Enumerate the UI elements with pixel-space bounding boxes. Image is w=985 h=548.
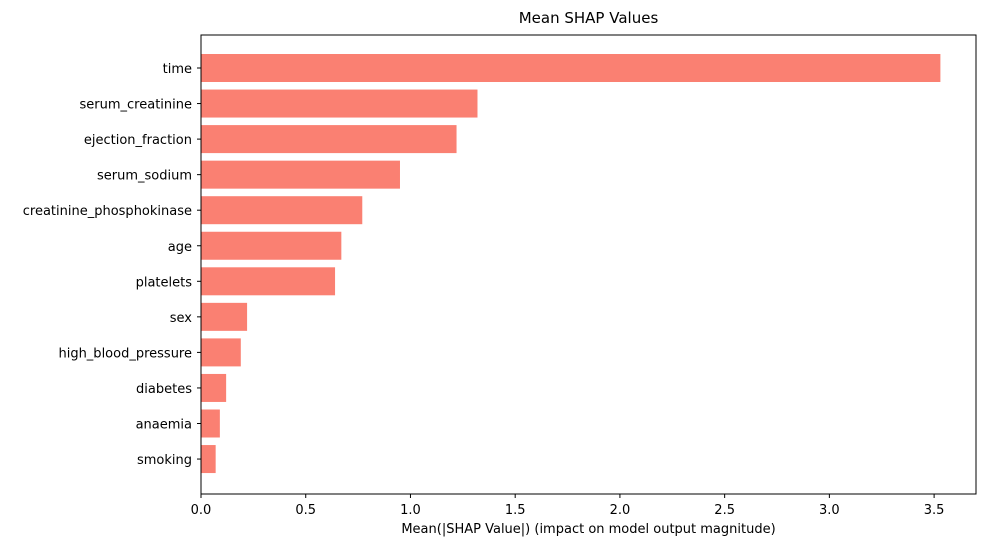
bar-high-blood-pressure bbox=[201, 338, 241, 367]
x-tick-label: 2.0 bbox=[610, 503, 631, 518]
y-tick-label: platelets bbox=[136, 275, 193, 290]
x-tick-label: 0.5 bbox=[295, 503, 316, 518]
y-tick-label: high_blood_pressure bbox=[58, 346, 192, 361]
x-tick-label: 3.0 bbox=[819, 503, 840, 518]
y-tick-label: diabetes bbox=[136, 382, 192, 397]
y-tick-label: creatinine_phosphokinase bbox=[23, 204, 192, 219]
x-tick-label: 1.5 bbox=[505, 503, 526, 518]
bar-anaemia bbox=[201, 409, 220, 438]
x-tick-label: 2.5 bbox=[714, 503, 735, 518]
bar-ejection-fraction bbox=[201, 125, 457, 154]
x-tick-label: 1.0 bbox=[400, 503, 421, 518]
y-tick-label: age bbox=[168, 240, 192, 255]
x-axis-ticks: 0.0 0.5 1.0 1.5 2.0 2.5 3.0 3.5 bbox=[191, 494, 945, 518]
plot-frame bbox=[200, 34, 977, 495]
y-tick-label: anaemia bbox=[136, 418, 192, 433]
y-tick-label: smoking bbox=[137, 453, 192, 468]
y-tick-label: sex bbox=[170, 311, 193, 326]
y-tick-label: serum_creatinine bbox=[80, 98, 193, 113]
bar-serum-sodium bbox=[201, 160, 400, 189]
y-tick-label: time bbox=[163, 62, 192, 77]
bar-diabetes bbox=[201, 373, 227, 402]
y-axis-ticks: time serum_creatinine ejection_fractionser… bbox=[23, 62, 201, 468]
bar-sex bbox=[201, 302, 248, 331]
y-tick-label: serum_sodium bbox=[97, 169, 192, 184]
y-tick-label: ejection_fraction bbox=[84, 133, 192, 148]
bar-smoking bbox=[201, 445, 216, 474]
bar-age bbox=[201, 231, 342, 260]
chart-title: Mean SHAP Values bbox=[519, 9, 659, 27]
x-tick-label: 3.5 bbox=[924, 503, 945, 518]
bars-layer bbox=[201, 54, 941, 474]
x-axis-label: Mean(|SHAP Value|) (impact on model outp… bbox=[401, 522, 775, 537]
bar-creatinine-phosphokinase bbox=[201, 196, 363, 225]
bar-serum-creatinine bbox=[201, 89, 478, 118]
x-tick-label: 0.0 bbox=[191, 503, 212, 518]
bar-time bbox=[201, 54, 941, 82]
bar-platelets bbox=[201, 267, 336, 296]
